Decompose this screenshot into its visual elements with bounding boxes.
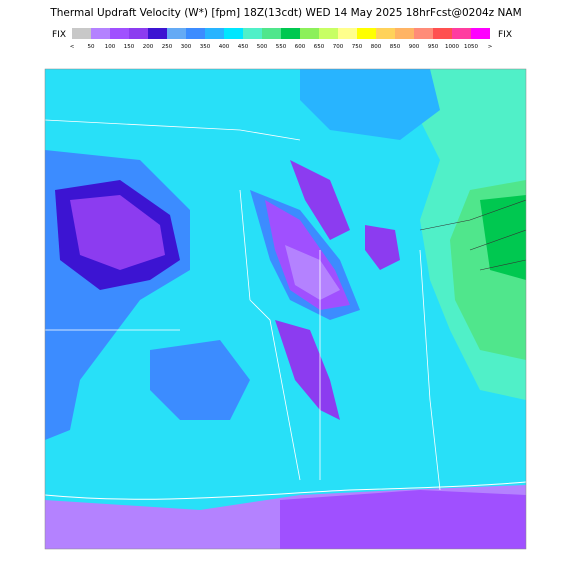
legend-label: 500	[257, 44, 268, 50]
legend-label: 250	[162, 44, 173, 50]
legend-label: 900	[409, 44, 420, 50]
legend-label: 100	[105, 44, 116, 50]
legend-label: 600	[295, 44, 306, 50]
legend-swatch	[167, 28, 186, 39]
title: Thermal Updraft Velocity (W*) [fpm] 18Z(…	[49, 7, 521, 19]
legend-label: <	[70, 44, 75, 50]
legend-swatch	[300, 28, 319, 39]
legend-swatch	[205, 28, 224, 39]
legend-swatch	[376, 28, 395, 39]
legend-label: >	[488, 44, 493, 50]
legend-label: 950	[428, 44, 439, 50]
legend-label: 300	[181, 44, 192, 50]
legend-label: 350	[200, 44, 211, 50]
legend-swatch	[414, 28, 433, 39]
legend-swatch	[110, 28, 129, 39]
legend-swatch	[129, 28, 148, 39]
legend-label: 750	[352, 44, 363, 50]
legend-label: 550	[276, 44, 287, 50]
legend-swatch	[319, 28, 338, 39]
map-frame	[44, 68, 527, 550]
legend-label: 400	[219, 44, 230, 50]
legend-swatch	[357, 28, 376, 39]
legend-left-label: FIX	[52, 30, 66, 40]
legend-swatch	[148, 28, 167, 39]
legend-label: 850	[390, 44, 401, 50]
legend-swatch	[224, 28, 243, 39]
legend-label: 50	[88, 44, 95, 50]
legend-label: 200	[143, 44, 154, 50]
legend-label: 1050	[464, 44, 478, 50]
legend-swatch	[72, 28, 91, 39]
legend-swatch	[395, 28, 414, 39]
legend-label: 800	[371, 44, 382, 50]
legend-label: 1000	[445, 44, 459, 50]
legend-label: 650	[314, 44, 325, 50]
legend-swatch	[433, 28, 452, 39]
legend: <50 100 150 200 250 300 350 400 450 500 550 600 650 7…	[70, 28, 493, 50]
legend-label: 700	[333, 44, 344, 50]
legend-swatch	[338, 28, 357, 39]
map	[45, 69, 526, 549]
legend-swatch	[186, 28, 205, 39]
legend-right-label: FIX	[498, 30, 512, 40]
legend-label: 450	[238, 44, 249, 50]
legend-swatch	[452, 28, 471, 39]
legend-swatch	[281, 28, 300, 39]
legend-swatch	[91, 28, 110, 39]
legend-swatch	[243, 28, 262, 39]
legend-label: 150	[124, 44, 135, 50]
legend-swatch	[471, 28, 490, 39]
legend-swatch	[262, 28, 281, 39]
